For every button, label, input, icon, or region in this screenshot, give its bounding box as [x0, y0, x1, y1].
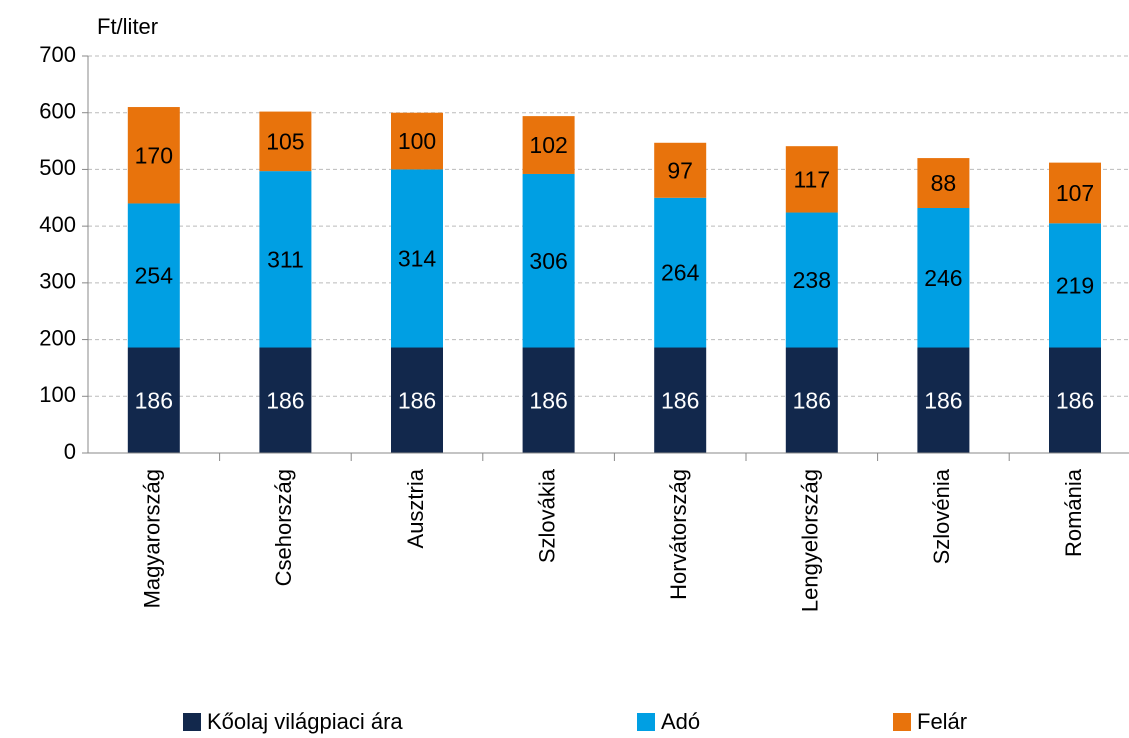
bar-segment [127, 347, 180, 453]
bar-segment [785, 347, 838, 453]
legend-label: Felár [917, 709, 967, 734]
bar-segment [1049, 347, 1101, 453]
bar-segment [917, 158, 970, 208]
bar-segment [1049, 223, 1101, 348]
data-label: 306 [529, 248, 567, 274]
data-label: 117 [793, 166, 830, 192]
y-axis-label: Ft/liter [97, 14, 158, 39]
x-tick-label: Szlovénia [929, 468, 954, 564]
legend-swatch [893, 713, 911, 731]
data-label: 264 [661, 260, 700, 286]
data-label: 107 [1056, 180, 1094, 206]
data-label: 186 [793, 387, 831, 413]
bar-segment [654, 197, 707, 348]
bar-segment [259, 171, 312, 348]
bar-segment [785, 212, 838, 348]
bar-segment [391, 347, 443, 453]
legend-swatch [183, 713, 201, 731]
x-tick-label: Ausztria [403, 468, 428, 548]
bar-segment [654, 142, 707, 198]
data-label: 97 [667, 157, 693, 183]
x-tick-label: Csehország [271, 469, 296, 586]
bar-segment [127, 203, 180, 348]
bar-segment [1049, 162, 1101, 224]
x-tick-label: Horvátország [666, 469, 691, 600]
data-label: 238 [793, 267, 831, 293]
y-tick-label: 500 [39, 155, 76, 180]
x-tick-label: Szlovákia [534, 468, 559, 563]
bar-segment [654, 347, 707, 453]
data-label: 219 [1056, 272, 1094, 298]
data-label: 102 [529, 132, 567, 158]
legend-label: Kőolaj világpiaci ára [207, 709, 403, 734]
y-tick-label: 100 [39, 382, 76, 407]
y-tick-label: 600 [39, 99, 76, 124]
x-tick-label: Magyarország [140, 469, 165, 608]
data-label: 311 [267, 246, 304, 272]
y-tick-label: 700 [39, 42, 76, 67]
data-label: 246 [924, 265, 962, 291]
bar-segment [522, 173, 575, 348]
bar-segment [785, 146, 838, 213]
bar-segment [127, 107, 180, 204]
y-tick-label: 400 [39, 212, 76, 237]
legend-label: Adó [661, 709, 700, 734]
y-tick-label: 200 [39, 325, 76, 350]
data-label: 186 [135, 387, 173, 413]
y-tick-label: 0 [64, 439, 76, 464]
data-label: 105 [266, 128, 304, 154]
x-tick-label: Románia [1061, 468, 1086, 557]
bar-segment [522, 347, 575, 453]
data-label: 186 [266, 387, 304, 413]
data-label: 186 [398, 387, 436, 413]
data-label: 186 [1056, 387, 1094, 413]
bar-segment [259, 111, 312, 172]
data-label: 186 [924, 387, 962, 413]
x-tick-label: Lengyelország [798, 469, 823, 612]
y-tick-label: 300 [39, 269, 76, 294]
legend-swatch [637, 713, 655, 731]
bar-segment [917, 347, 970, 453]
bar-segment [259, 347, 312, 453]
data-label: 186 [661, 387, 699, 413]
bar-segment [391, 112, 443, 170]
bar-segment [522, 116, 575, 174]
data-label: 314 [398, 246, 437, 272]
data-label: 100 [398, 128, 436, 154]
bar-segment [917, 207, 970, 348]
bar-segment [391, 169, 443, 348]
data-label: 170 [135, 142, 173, 168]
data-label: 254 [135, 263, 174, 289]
data-label: 88 [931, 170, 957, 196]
data-label: 186 [529, 387, 567, 413]
